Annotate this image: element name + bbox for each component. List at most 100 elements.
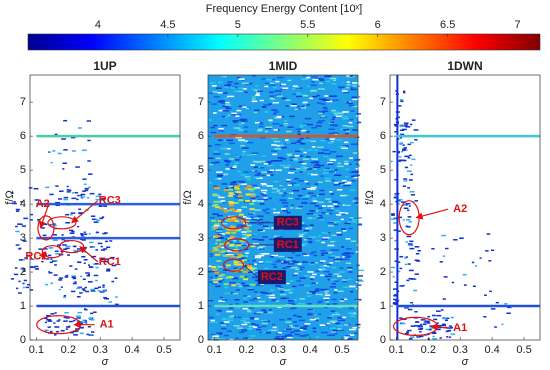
texture [327, 157, 335, 160]
texture [227, 319, 234, 322]
texture [436, 322, 439, 324]
texture [58, 277, 64, 279]
texture [19, 247, 22, 250]
texture [318, 214, 323, 217]
texture [214, 224, 220, 227]
texture [404, 307, 409, 309]
texture [332, 116, 336, 119]
texture [224, 86, 228, 88]
texture [345, 87, 350, 89]
texture [319, 79, 325, 81]
texture [403, 178, 408, 180]
texture [312, 330, 317, 333]
texture [279, 318, 285, 321]
texture [251, 88, 255, 90]
texture [331, 200, 339, 203]
colorbar-tick-label: 5.5 [300, 19, 315, 31]
texture [83, 183, 87, 185]
y-tick-label: 5 [380, 164, 386, 176]
texture [282, 146, 287, 149]
texture [235, 289, 240, 291]
texture [256, 129, 263, 132]
texture [335, 322, 341, 325]
texture [247, 266, 253, 269]
texture [304, 180, 308, 183]
texture [99, 260, 103, 262]
texture [402, 144, 405, 146]
texture [346, 130, 351, 132]
texture [54, 326, 60, 328]
texture [272, 123, 280, 125]
texture [335, 249, 340, 252]
texture [217, 174, 224, 177]
texture [329, 77, 337, 80]
texture [307, 228, 312, 231]
texture [215, 87, 222, 89]
texture [402, 159, 407, 162]
texture [408, 244, 414, 247]
texture [334, 205, 340, 208]
texture [239, 140, 246, 143]
texture [87, 173, 93, 175]
texture [403, 91, 406, 94]
texture [226, 276, 232, 279]
texture [96, 219, 101, 222]
x-tick-label: 0.2 [239, 344, 254, 356]
texture [343, 184, 347, 187]
texture [297, 302, 305, 305]
texture [300, 243, 308, 245]
texture [91, 218, 96, 221]
texture [345, 262, 352, 265]
texture [217, 254, 224, 256]
y-axis-label: f/Ω [364, 190, 376, 204]
texture [262, 236, 268, 238]
texture [217, 91, 225, 94]
texture [63, 119, 68, 122]
texture [252, 153, 257, 156]
texture [242, 233, 248, 236]
texture [53, 334, 57, 336]
texture [254, 109, 260, 112]
texture [249, 208, 255, 211]
texture [269, 95, 275, 97]
texture [420, 319, 426, 321]
texture [337, 317, 343, 319]
texture [266, 311, 273, 314]
texture [114, 277, 118, 279]
texture [337, 112, 344, 114]
texture [311, 76, 318, 78]
texture [321, 232, 329, 234]
texture [402, 185, 407, 187]
texture [324, 180, 332, 182]
texture [238, 199, 244, 202]
texture [234, 255, 242, 257]
texture [226, 235, 232, 237]
texture [391, 214, 395, 216]
texture [17, 223, 21, 225]
texture [223, 207, 227, 210]
texture [214, 275, 220, 277]
texture [441, 234, 447, 237]
texture [218, 281, 223, 283]
texture [280, 147, 284, 149]
texture [403, 122, 409, 125]
texture [216, 177, 222, 180]
texture [319, 139, 327, 142]
texture [332, 125, 339, 127]
texture [282, 87, 289, 90]
texture [50, 313, 55, 315]
texture [432, 331, 436, 334]
texture [237, 128, 245, 131]
texture [269, 255, 274, 258]
annotation-label: RC1 [99, 256, 121, 268]
texture [391, 213, 395, 215]
texture [233, 127, 241, 129]
texture [352, 143, 358, 146]
texture [308, 241, 313, 244]
texture [311, 194, 317, 197]
texture [261, 319, 268, 322]
texture [350, 110, 355, 112]
texture [244, 130, 248, 133]
texture [349, 75, 353, 77]
texture [261, 174, 267, 177]
